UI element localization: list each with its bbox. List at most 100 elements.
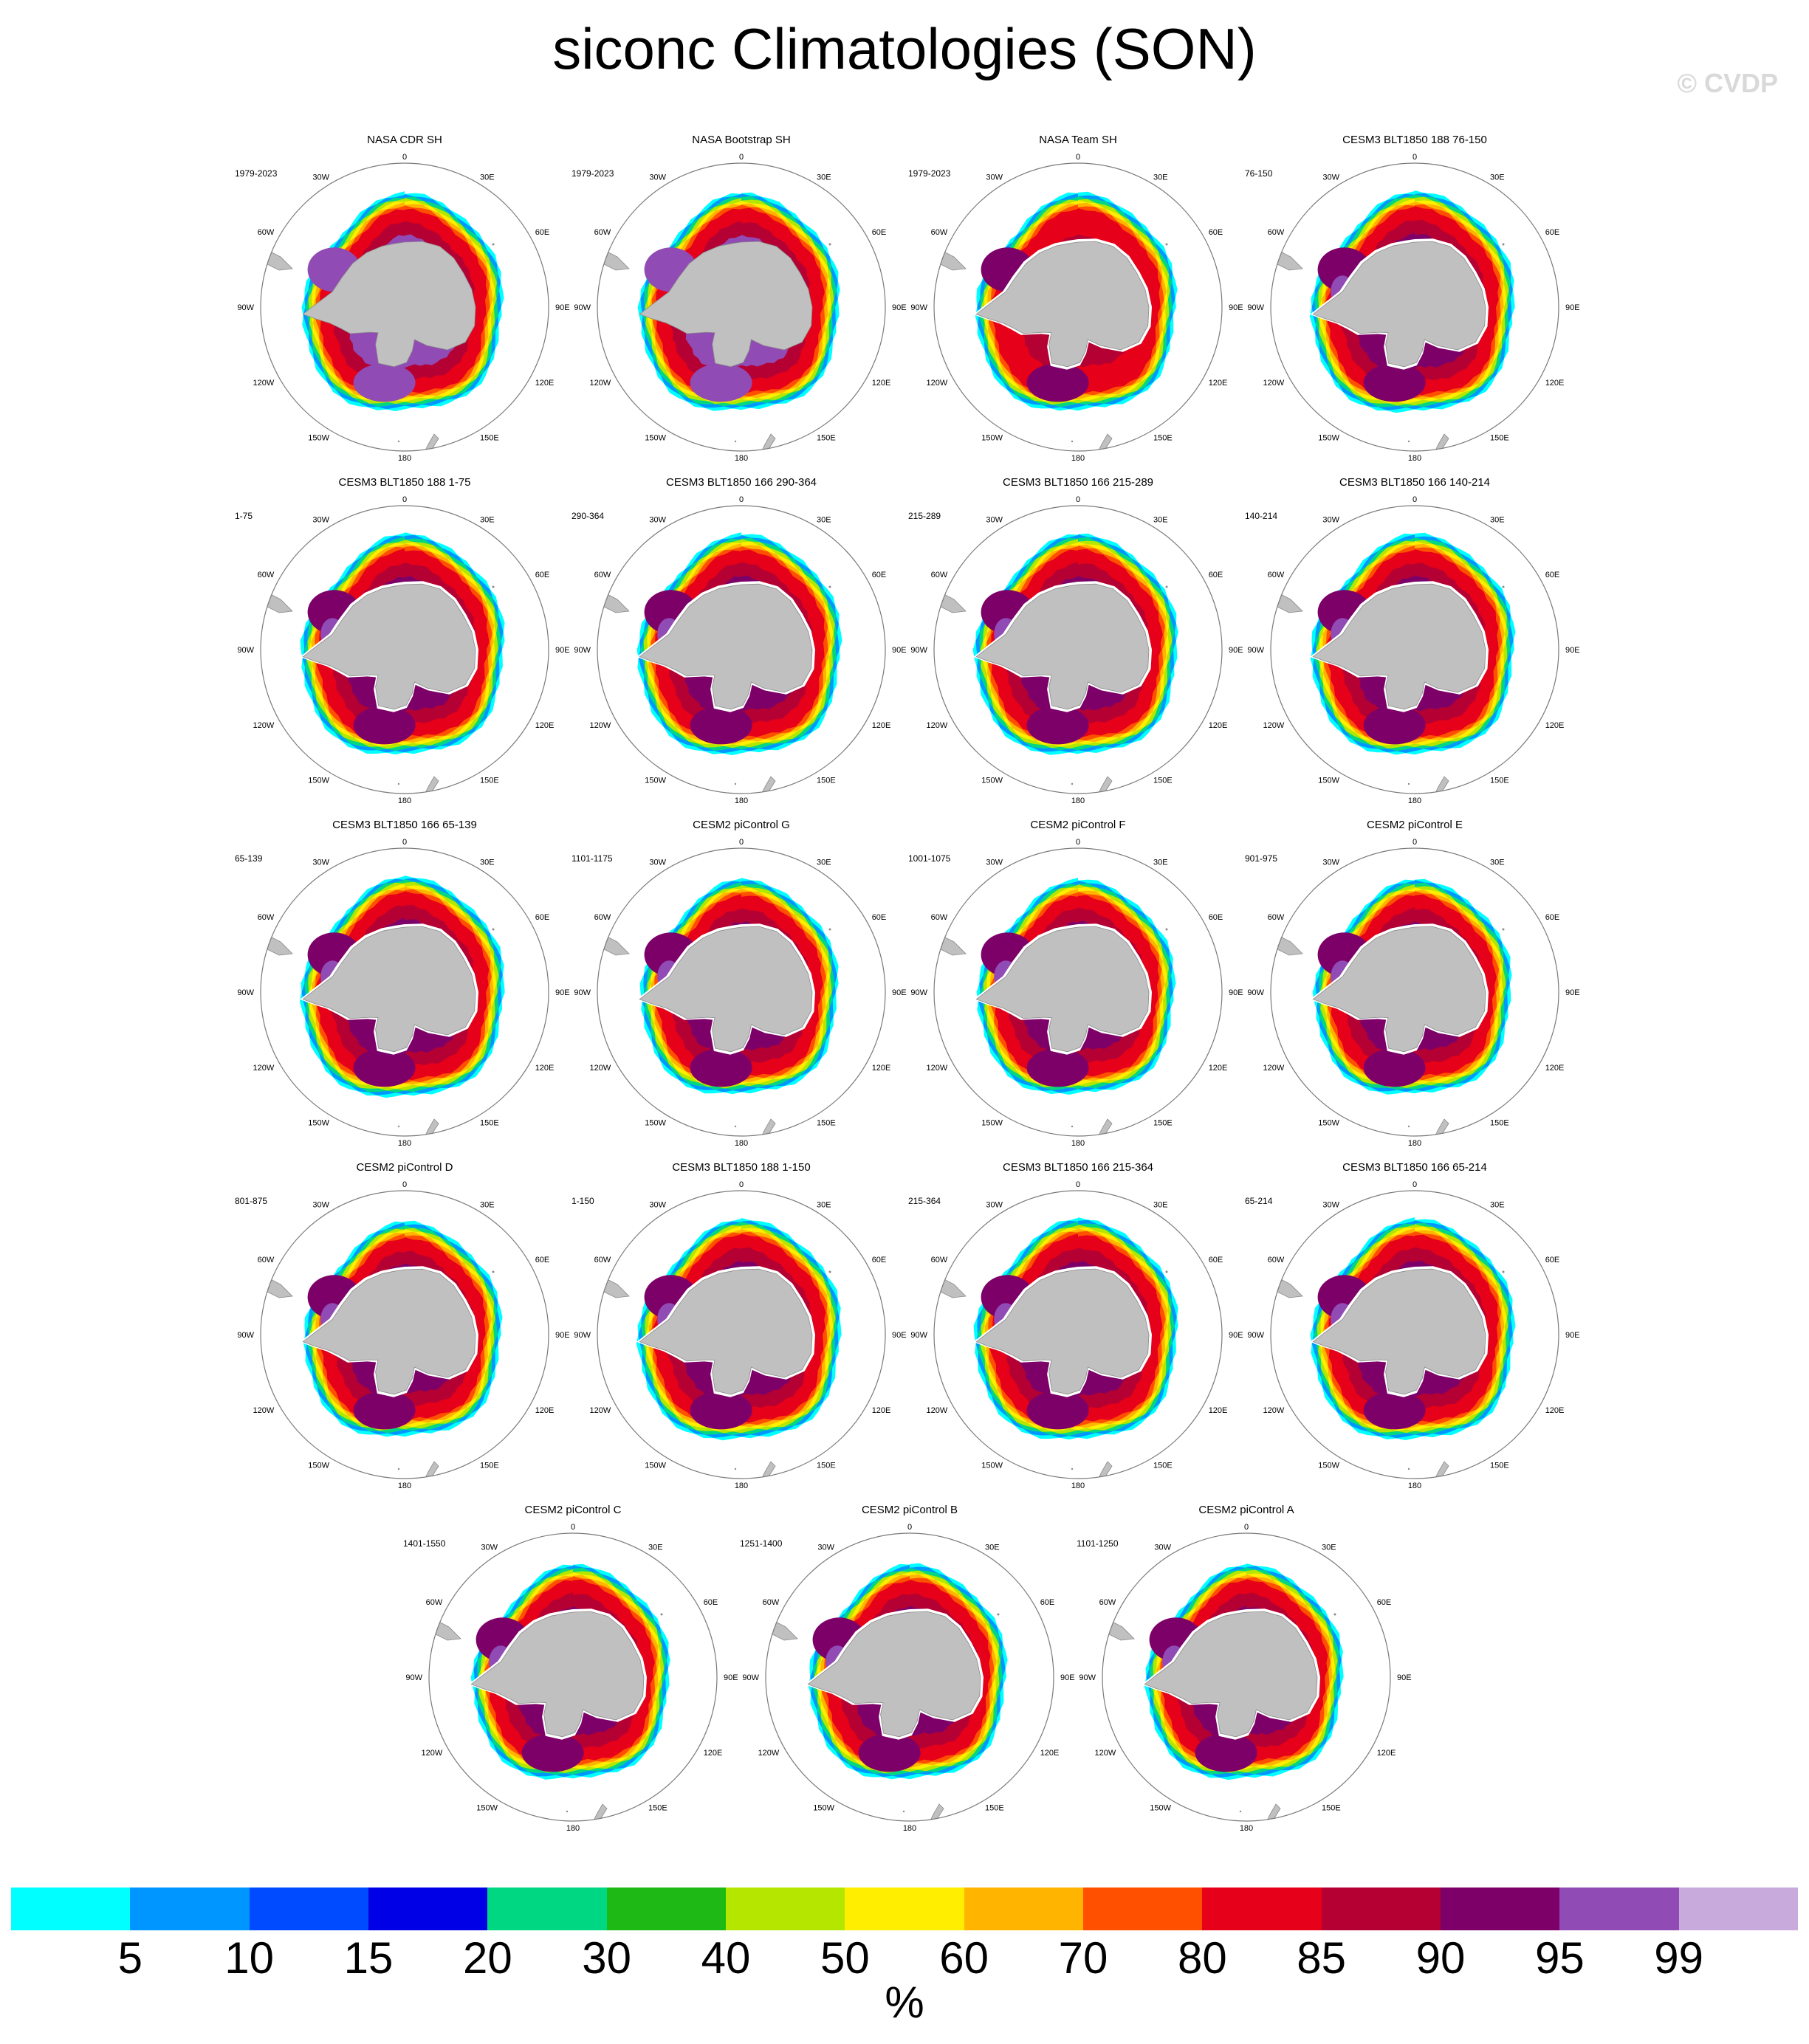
new-zealand-land (1095, 776, 1113, 794)
tasmania-land (838, 1108, 851, 1120)
ross-sea-ice (353, 1391, 416, 1430)
map-boundary (933, 1190, 1223, 1479)
kerguelen-island (1502, 585, 1505, 588)
kerguelen-island (1333, 1613, 1336, 1616)
longitude-label: 30W (1322, 173, 1339, 182)
colorbar-tick-label: 30 (582, 1933, 632, 1983)
tasmania-land (1175, 1451, 1188, 1462)
longitude-label: 90E (1229, 988, 1243, 997)
antarctica-land (1312, 583, 1486, 710)
map-panel: CESM3 BLT1850 166 140-214 140-214 0 30E 60E 9… (1245, 476, 1585, 819)
longitude-label: 180 (735, 1139, 748, 1148)
colorbar-tick-label: 10 (224, 1933, 275, 1983)
longitude-label: 90E (1229, 303, 1243, 312)
longitude-label: 30W (1322, 858, 1339, 867)
longitude-label: 150W (1318, 777, 1339, 785)
ross-sea-ice (690, 706, 752, 745)
longitude-label: 120E (872, 1064, 891, 1073)
tasmania-land (838, 1451, 851, 1462)
longitude-label: 90W (237, 646, 254, 655)
new-zealand-land (422, 1461, 439, 1479)
longitude-label: 30E (480, 1200, 495, 1209)
longitude-label: 30E (817, 515, 831, 524)
map-panel: CESM2 piControl G 1101-1175 0 30E 60E 90E 120E… (571, 819, 911, 1162)
macquarie-island (1071, 782, 1074, 785)
longitude-label: 60E (1209, 571, 1223, 579)
longitude-label: 30E (817, 173, 831, 182)
longitude-label: 30W (649, 515, 666, 524)
longitude-label: 60W (594, 1256, 611, 1264)
longitude-label: 0 (1412, 153, 1417, 162)
longitude-label: 60W (763, 1598, 780, 1607)
longitude-label: 120E (1209, 1406, 1228, 1415)
antarctica-land (1312, 1268, 1486, 1395)
polar-map: 0 30E 60E 90E 120E 150E 180 150W 120W 90W 60W 30W (574, 495, 906, 805)
longitude-label: 150W (476, 1804, 498, 1813)
new-zealand-land (422, 776, 439, 794)
map-boundary (1270, 1190, 1559, 1479)
longitude-label: 150E (648, 1804, 667, 1813)
longitude-label: 90W (1247, 303, 1264, 312)
colorbar-tick-label: 90 (1415, 1933, 1466, 1983)
colorbar-tick-label: 60 (939, 1933, 989, 1983)
colorbar-swatch (1202, 1888, 1322, 1930)
longitude-label: 120W (927, 379, 948, 388)
longitude-label: 60E (1545, 571, 1560, 579)
longitude-label: 150E (817, 1119, 836, 1128)
tasmania-land (501, 423, 515, 435)
panel-title: CESM2 piControl C (524, 1504, 622, 1516)
longitude-label: 90E (1565, 1331, 1580, 1340)
cvdp-watermark: © CVDP (1677, 68, 1778, 98)
antarctica-land (302, 1268, 476, 1395)
ross-sea-ice (1363, 1048, 1426, 1087)
colorbar-swatch (11, 1888, 131, 1930)
longitude-label: 90W (237, 988, 254, 997)
macquarie-island (1239, 1810, 1242, 1813)
map-panel: CESM2 piControl B 1251-1400 0 30E 60E 90E 120E… (740, 1504, 1079, 1847)
new-zealand-land (758, 1461, 776, 1479)
panel-title: CESM2 piControl D (356, 1161, 453, 1174)
longitude-label: 30W (986, 515, 1003, 524)
longitude-label: 30W (312, 173, 329, 182)
longitude-label: 0 (402, 838, 407, 847)
polar-map: 0 30E 60E 90E 120E 150E 180 150W 120W 90W 60W 30W (910, 1180, 1243, 1490)
ross-sea-ice (521, 1733, 584, 1772)
antarctica-land (639, 583, 813, 710)
longitude-label: 90E (555, 1331, 570, 1340)
longitude-label: 180 (1071, 454, 1085, 463)
longitude-label: 180 (1408, 454, 1421, 463)
longitude-label: 30W (649, 1200, 666, 1209)
colorbar-swatch (368, 1888, 488, 1930)
longitude-label: 0 (1244, 1523, 1249, 1532)
panel-title: CESM3 BLT1850 188 1-75 (338, 476, 471, 489)
longitude-label: 30W (817, 1543, 834, 1552)
longitude-label: 30E (1490, 1200, 1505, 1209)
longitude-label: 0 (907, 1523, 912, 1532)
panel-title: CESM2 piControl A (1198, 1504, 1294, 1516)
tasmania-land (1175, 423, 1188, 435)
panel-period: 215-289 (908, 511, 941, 521)
longitude-label: 150W (645, 434, 666, 443)
map-boundary (597, 162, 886, 452)
longitude-label: 120W (253, 1406, 275, 1415)
ross-sea-ice (1026, 706, 1089, 745)
kerguelen-island (1165, 1270, 1168, 1273)
longitude-label: 150E (480, 434, 499, 443)
map-panel: CESM3 BLT1850 166 215-364 215-364 0 30E 60E 9… (908, 1161, 1248, 1504)
longitude-label: 90W (910, 988, 927, 997)
new-zealand-land (1095, 1461, 1113, 1479)
longitude-label: 90E (892, 988, 907, 997)
map-panel: CESM2 piControl A 1101-1250 0 30E 60E 90E 120E… (1077, 1504, 1416, 1847)
macquarie-island (1407, 1467, 1410, 1470)
tasmania-land (1511, 765, 1525, 777)
longitude-label: 0 (402, 1180, 407, 1189)
ross-sea-ice (353, 363, 416, 402)
longitude-label: 120W (590, 379, 611, 388)
antarctica-land (302, 583, 476, 710)
map-panel: NASA CDR SH 1979-2023 0 30E 60E 90E 120E 150E 18… (235, 134, 574, 477)
longitude-label: 0 (402, 153, 407, 162)
longitude-label: 90E (1397, 1673, 1412, 1682)
longitude-label: 90E (1229, 1331, 1243, 1340)
longitude-label: 180 (735, 454, 748, 463)
longitude-label: 180 (1408, 1482, 1421, 1490)
